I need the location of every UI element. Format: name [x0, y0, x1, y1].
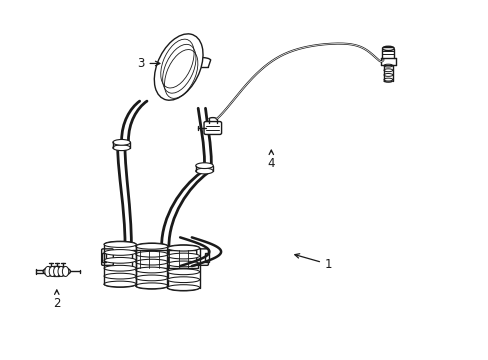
- Circle shape: [164, 77, 182, 90]
- Ellipse shape: [104, 242, 136, 247]
- FancyBboxPatch shape: [203, 122, 221, 134]
- Ellipse shape: [104, 257, 136, 263]
- Ellipse shape: [136, 259, 167, 265]
- Ellipse shape: [167, 285, 199, 291]
- Text: 1: 1: [294, 254, 332, 271]
- Circle shape: [179, 46, 189, 54]
- Ellipse shape: [167, 261, 199, 267]
- Ellipse shape: [167, 245, 199, 251]
- Ellipse shape: [62, 266, 69, 276]
- Ellipse shape: [104, 281, 136, 287]
- Ellipse shape: [383, 78, 392, 81]
- Bar: [205, 253, 209, 262]
- Ellipse shape: [382, 46, 393, 50]
- Ellipse shape: [136, 251, 167, 257]
- Ellipse shape: [136, 243, 167, 249]
- Bar: [132, 250, 198, 268]
- Circle shape: [175, 43, 193, 56]
- FancyBboxPatch shape: [102, 249, 113, 265]
- Ellipse shape: [167, 269, 199, 275]
- Ellipse shape: [49, 266, 56, 276]
- Text: 3: 3: [137, 57, 160, 70]
- Ellipse shape: [195, 163, 213, 168]
- Ellipse shape: [45, 266, 51, 276]
- Ellipse shape: [195, 168, 213, 174]
- Ellipse shape: [104, 273, 136, 279]
- Ellipse shape: [113, 145, 130, 150]
- Ellipse shape: [136, 275, 167, 281]
- Ellipse shape: [43, 266, 70, 276]
- Ellipse shape: [167, 277, 199, 283]
- Ellipse shape: [154, 34, 203, 100]
- Text: 2: 2: [53, 290, 61, 310]
- Ellipse shape: [136, 267, 167, 273]
- Text: 4: 4: [267, 150, 275, 170]
- Ellipse shape: [383, 73, 392, 76]
- Ellipse shape: [58, 266, 64, 276]
- Ellipse shape: [54, 266, 60, 276]
- Ellipse shape: [383, 69, 392, 72]
- FancyBboxPatch shape: [196, 249, 208, 265]
- Ellipse shape: [104, 249, 136, 255]
- Ellipse shape: [104, 265, 136, 271]
- Ellipse shape: [167, 253, 199, 259]
- Ellipse shape: [383, 64, 392, 67]
- Ellipse shape: [136, 283, 167, 289]
- Ellipse shape: [113, 139, 130, 145]
- Bar: [102, 253, 105, 262]
